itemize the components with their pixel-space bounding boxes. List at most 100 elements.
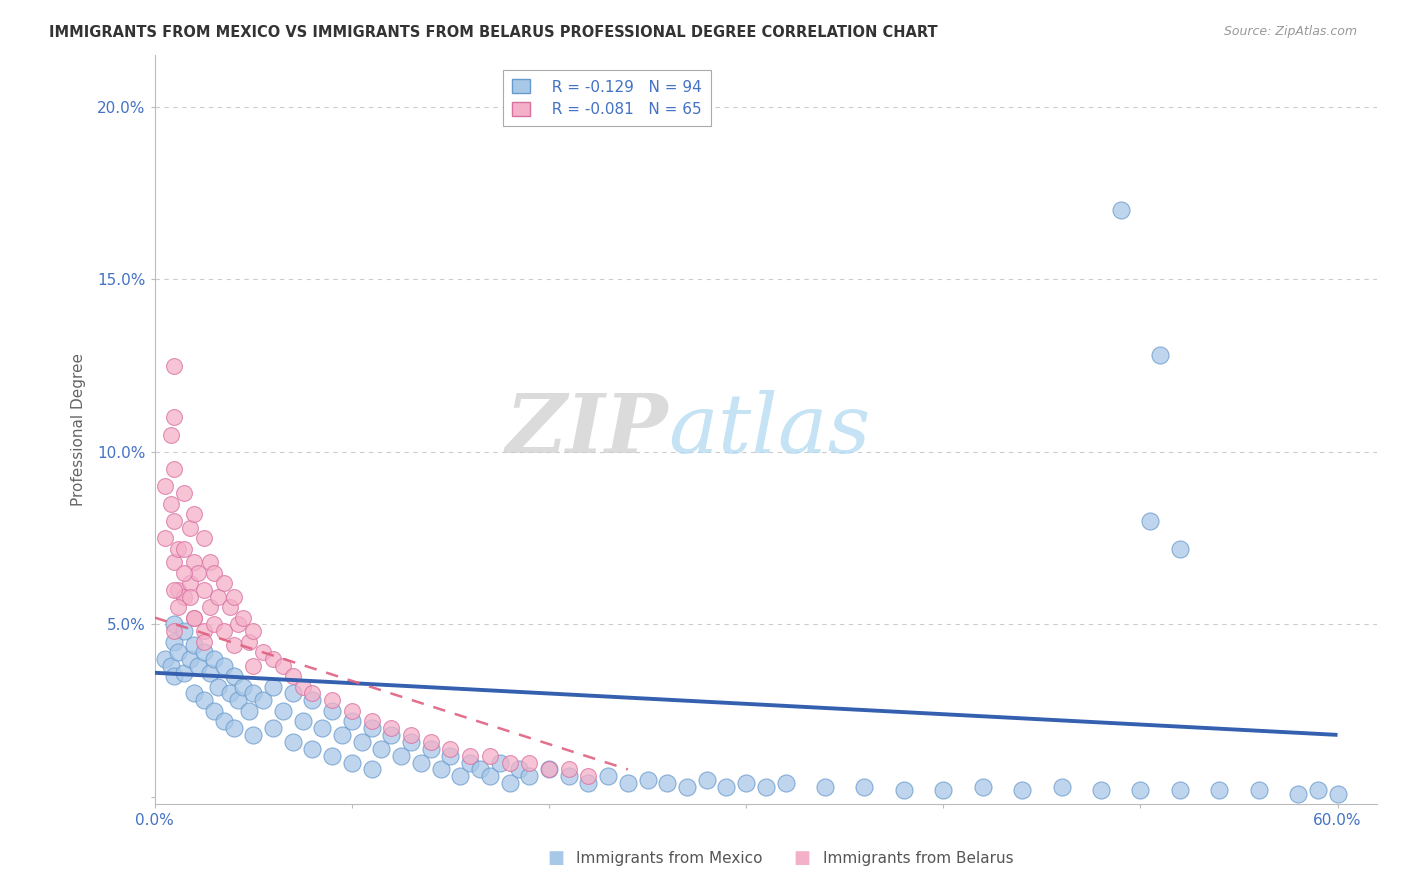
Point bbox=[537, 763, 560, 777]
Point bbox=[202, 617, 225, 632]
Point bbox=[578, 769, 600, 783]
Point bbox=[222, 669, 245, 683]
Point bbox=[271, 659, 294, 673]
Point bbox=[399, 728, 422, 742]
Point bbox=[429, 763, 451, 777]
Point bbox=[198, 600, 221, 615]
Text: atlas: atlas bbox=[668, 390, 870, 469]
Point bbox=[439, 748, 461, 763]
Point bbox=[193, 531, 215, 545]
Point bbox=[262, 652, 284, 666]
Point bbox=[226, 617, 249, 632]
Point bbox=[212, 576, 235, 591]
Point bbox=[735, 776, 758, 790]
Point bbox=[202, 566, 225, 580]
Point bbox=[153, 652, 176, 666]
Point bbox=[222, 590, 245, 604]
Point bbox=[389, 748, 412, 763]
Point bbox=[179, 590, 201, 604]
Point bbox=[657, 776, 679, 790]
Point bbox=[163, 624, 186, 639]
Text: ZIP: ZIP bbox=[505, 390, 668, 469]
Point bbox=[163, 634, 186, 648]
Point bbox=[498, 776, 520, 790]
Point bbox=[153, 531, 176, 545]
Point bbox=[193, 693, 215, 707]
Point bbox=[350, 735, 373, 749]
Point bbox=[252, 645, 274, 659]
Point bbox=[340, 756, 363, 770]
Text: Source: ZipAtlas.com: Source: ZipAtlas.com bbox=[1223, 25, 1357, 38]
Point bbox=[409, 756, 432, 770]
Point bbox=[183, 638, 205, 652]
Point bbox=[419, 741, 441, 756]
Point bbox=[1050, 780, 1073, 794]
Legend:   R = -0.129   N = 94,   R = -0.081   N = 65: R = -0.129 N = 94, R = -0.081 N = 65 bbox=[502, 70, 711, 127]
Point bbox=[218, 686, 240, 700]
Point bbox=[262, 680, 284, 694]
Point bbox=[449, 769, 471, 783]
Point bbox=[179, 652, 201, 666]
Point bbox=[557, 769, 579, 783]
Point bbox=[238, 634, 260, 648]
Point bbox=[183, 610, 205, 624]
Point bbox=[498, 756, 520, 770]
Point bbox=[173, 624, 195, 639]
Point bbox=[893, 783, 915, 797]
Point bbox=[163, 359, 186, 373]
Point bbox=[207, 680, 229, 694]
Point bbox=[578, 776, 600, 790]
Point bbox=[163, 514, 186, 528]
Text: ■: ■ bbox=[793, 849, 810, 867]
Point bbox=[488, 756, 510, 770]
Point bbox=[167, 600, 190, 615]
Point bbox=[696, 772, 718, 787]
Point bbox=[173, 665, 195, 680]
Point bbox=[517, 756, 540, 770]
Point bbox=[853, 780, 876, 794]
Point bbox=[281, 686, 304, 700]
Point bbox=[281, 735, 304, 749]
Point bbox=[478, 748, 501, 763]
Point bbox=[340, 704, 363, 718]
Point bbox=[183, 686, 205, 700]
Point bbox=[163, 555, 186, 569]
Point bbox=[517, 769, 540, 783]
Point bbox=[242, 624, 264, 639]
Point bbox=[676, 780, 699, 794]
Text: Immigrants from Mexico: Immigrants from Mexico bbox=[576, 851, 763, 865]
Point bbox=[399, 735, 422, 749]
Point bbox=[193, 634, 215, 648]
Point bbox=[291, 680, 314, 694]
Point bbox=[173, 590, 195, 604]
Point bbox=[202, 704, 225, 718]
Point bbox=[212, 624, 235, 639]
Point bbox=[242, 686, 264, 700]
Point bbox=[330, 728, 353, 742]
Point bbox=[163, 410, 186, 425]
Point bbox=[301, 741, 323, 756]
Point bbox=[252, 693, 274, 707]
Point bbox=[222, 638, 245, 652]
Point bbox=[439, 741, 461, 756]
Point bbox=[212, 659, 235, 673]
Point bbox=[163, 669, 186, 683]
Point bbox=[1208, 783, 1230, 797]
Point bbox=[179, 576, 201, 591]
Point bbox=[360, 721, 382, 735]
Point bbox=[271, 704, 294, 718]
Text: ■: ■ bbox=[547, 849, 564, 867]
Point bbox=[1306, 783, 1329, 797]
Point bbox=[380, 721, 402, 735]
Point bbox=[814, 780, 837, 794]
Point bbox=[159, 497, 181, 511]
Point bbox=[301, 686, 323, 700]
Point bbox=[179, 521, 201, 535]
Point bbox=[321, 748, 343, 763]
Point bbox=[183, 555, 205, 569]
Point bbox=[183, 507, 205, 521]
Point bbox=[163, 462, 186, 476]
Point bbox=[198, 555, 221, 569]
Point bbox=[508, 763, 530, 777]
Point bbox=[1129, 783, 1152, 797]
